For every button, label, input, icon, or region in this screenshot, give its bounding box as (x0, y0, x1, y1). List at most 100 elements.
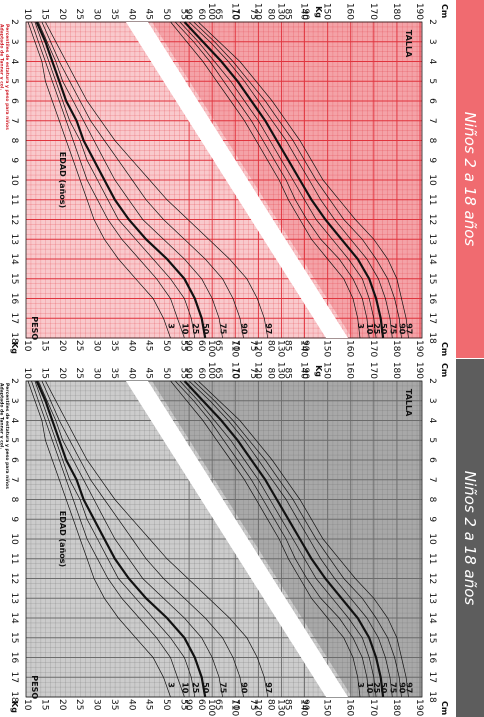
peso-label: PESO (30, 675, 39, 699)
x-tick-label: 11 (427, 194, 437, 205)
weight-tick-label: 85 (283, 340, 293, 351)
weight-tick-label: 50 (161, 9, 171, 21)
height-tick-label: 190 (414, 362, 424, 379)
chart-area: 3 10 25 50 75 90 97 3 10 25 50 75 90 97 2 2 3 3 4 4 5 5 6 6 7 7 8 8… (0, 0, 456, 358)
weight-tick-label: 75 (248, 340, 258, 351)
height-tick-label: 160 (345, 3, 355, 20)
height-percentile-50-line (183, 380, 385, 698)
weight-tick-label: 35 (109, 699, 119, 710)
height-percentile-90-label: 90 (398, 682, 407, 694)
weight-tick-label: 75 (248, 699, 258, 710)
height-tick-label: 190 (414, 699, 424, 716)
height-tick-label: 180 (391, 699, 401, 716)
x-tick-label: 9 (427, 157, 437, 163)
weight-percentile-3-line (27, 21, 171, 339)
height-tick-label: 180 (391, 340, 401, 357)
weight-unit-label: Kg (314, 6, 323, 18)
x-tick-label: 13 (9, 234, 19, 245)
height-tick-label: 90 (183, 340, 193, 352)
height-tick-label: 110 (229, 340, 239, 357)
weight-percentile-25-label: 25 (191, 323, 200, 335)
height-tick-label: 110 (229, 3, 239, 20)
x-tick-label: 5 (9, 437, 19, 443)
x-tick-label: 17 (9, 313, 19, 324)
height-percentile-50-label: 50 (379, 682, 388, 694)
height-tick-label: 160 (345, 362, 355, 379)
weight-tick-label: 55 (178, 340, 188, 351)
weight-tick-label: 70 (231, 368, 241, 380)
weight-percentile-90-label: 90 (239, 323, 248, 335)
x-tick-label: 8 (427, 138, 437, 144)
height-percentile-25-label: 25 (372, 682, 381, 694)
weight-tick-label: 25 (74, 699, 84, 710)
weight-tick-label: 55 (178, 699, 188, 710)
source-line: Adaptado de Tanner y col. (0, 383, 5, 449)
height-percentile-75-label: 75 (388, 682, 397, 694)
height-tick-label: 150 (322, 340, 332, 357)
x-tick-label: 4 (427, 418, 437, 424)
weight-percentile-75-line (38, 21, 223, 339)
banner-title: Niños 2 a 18 años (461, 470, 479, 606)
height-percentile-97-label: 97 (404, 323, 413, 334)
weight-percentile-25-line (34, 21, 196, 339)
chart-area: 3 10 25 50 75 90 97 3 10 25 50 75 90 97 2 2 3 3 4 4 5 5 6 6 7 7 8 8… (0, 359, 456, 717)
x-tick-label: 5 (427, 78, 437, 84)
weight-tick-label: 40 (126, 368, 136, 380)
height-percentile-75-line (188, 380, 393, 698)
x-tick-label: 17 (9, 672, 19, 683)
weight-tick-label: 35 (109, 368, 119, 379)
weight-percentile-97-line (45, 21, 269, 339)
height-percentile-3-line (170, 380, 361, 698)
x-tick-label: 13 (427, 234, 437, 245)
weight-unit-label: Kg (10, 342, 19, 354)
x-tick-label: 8 (9, 497, 19, 503)
weight-tick-label: 40 (126, 9, 136, 21)
x-tick-label: 2 (427, 378, 437, 384)
x-tick-label: 15 (427, 632, 437, 643)
height-percentile-3-line (170, 21, 361, 339)
height-percentile-10-label: 10 (365, 323, 374, 335)
height-tick-label: 190 (414, 3, 424, 20)
weight-tick-label: 65 (213, 699, 223, 710)
x-tick-label: 16 (9, 652, 19, 664)
weight-percentile-50-label: 50 (201, 323, 210, 335)
weight-percentile-10-label: 10 (180, 682, 189, 694)
source-line: Adaptado de Tanner y col. (0, 24, 5, 90)
height-tick-label: 100 (206, 362, 216, 379)
x-tick-label: 3 (427, 39, 437, 45)
x-tick-label: 2 (427, 19, 437, 25)
height-tick-label: 120 (252, 362, 262, 379)
talla-label: TALLA (404, 389, 413, 417)
weight-tick-label: 20 (57, 699, 67, 711)
x-tick-label: 5 (427, 437, 437, 443)
x-tick-label: 10 (9, 533, 19, 545)
weight-tick-label: 35 (109, 340, 119, 351)
x-tick-label: 6 (427, 457, 437, 463)
x-tick-label: 14 (427, 612, 437, 624)
height-percentile-25-line (179, 21, 377, 339)
weight-unit-label: Kg (10, 701, 19, 713)
height-tick-label: 150 (322, 699, 332, 716)
weight-tick-label: 80 (265, 368, 275, 380)
x-tick-label: 18 (9, 332, 19, 344)
x-tick-label: 17 (427, 672, 437, 683)
weight-tick-label: 65 (213, 9, 223, 20)
weight-percentile-97-label: 97 (264, 682, 273, 693)
weight-percentile-90-line (41, 380, 244, 698)
plot-frame (25, 380, 423, 698)
x-tick-label: 9 (9, 157, 19, 163)
weight-percentile-10-label: 10 (180, 323, 189, 335)
weight-tick-label: 60 (196, 699, 206, 711)
height-tick-label: 170 (368, 340, 378, 357)
chart-inner: 3 10 25 50 75 90 97 3 10 25 50 75 90 97 2 2 3 3 4 4 5 5 6 6 7 7 8 8… (0, 0, 456, 358)
weight-tick-label: 10 (22, 699, 32, 711)
weight-percentile-10-line (31, 21, 185, 339)
edad-label: EDAD (años) (58, 511, 67, 567)
x-tick-label: 14 (9, 612, 19, 624)
weight-percentile-75-label: 75 (219, 682, 228, 694)
x-tick-label: 6 (9, 457, 19, 463)
weight-tick-label: 60 (196, 340, 206, 352)
x-tick-label: 16 (9, 293, 19, 305)
height-percentile-10-line (174, 21, 370, 339)
